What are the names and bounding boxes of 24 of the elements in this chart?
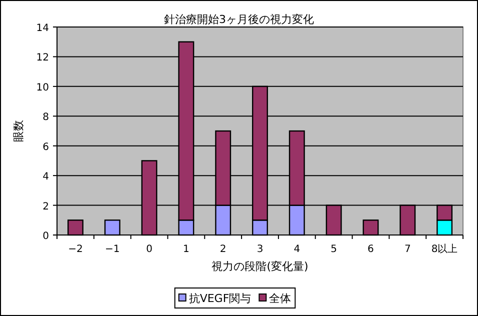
- x-tick-label: 3: [256, 244, 264, 255]
- x-tick-label: 4: [294, 244, 300, 255]
- x-tick-label: 1: [182, 244, 190, 255]
- x-tick-label: 5: [330, 244, 338, 255]
- legend-label: 全体: [269, 292, 292, 305]
- y-tick-label: 0: [42, 231, 49, 242]
- y-tick-label: 6: [42, 142, 49, 153]
- x-tick-label: −2: [68, 244, 83, 255]
- legend-label: 抗VEGF関与: [188, 292, 252, 305]
- y-tick-label: 8: [42, 112, 49, 124]
- y-tick-label: 12: [36, 52, 49, 64]
- y-axis-title: 眼数: [12, 120, 25, 142]
- x-tick-label: 2: [220, 244, 226, 255]
- y-tick-label: 4: [42, 172, 49, 183]
- x-tick-label: 7: [404, 244, 411, 255]
- x-tick-label: 6: [368, 244, 374, 255]
- y-tick-label: 10: [36, 82, 49, 94]
- x-tick-label: 0: [146, 244, 152, 255]
- y-tick-label: 2: [42, 201, 49, 212]
- chart-title: 針治療開始3ヶ月後の視力変化: [164, 13, 314, 26]
- x-tick-label: −1: [104, 244, 120, 255]
- x-tick-label: 8以上: [431, 243, 458, 255]
- x-axis-title: 視力の段階(変化量): [212, 260, 308, 273]
- y-tick-label: 14: [36, 23, 49, 34]
